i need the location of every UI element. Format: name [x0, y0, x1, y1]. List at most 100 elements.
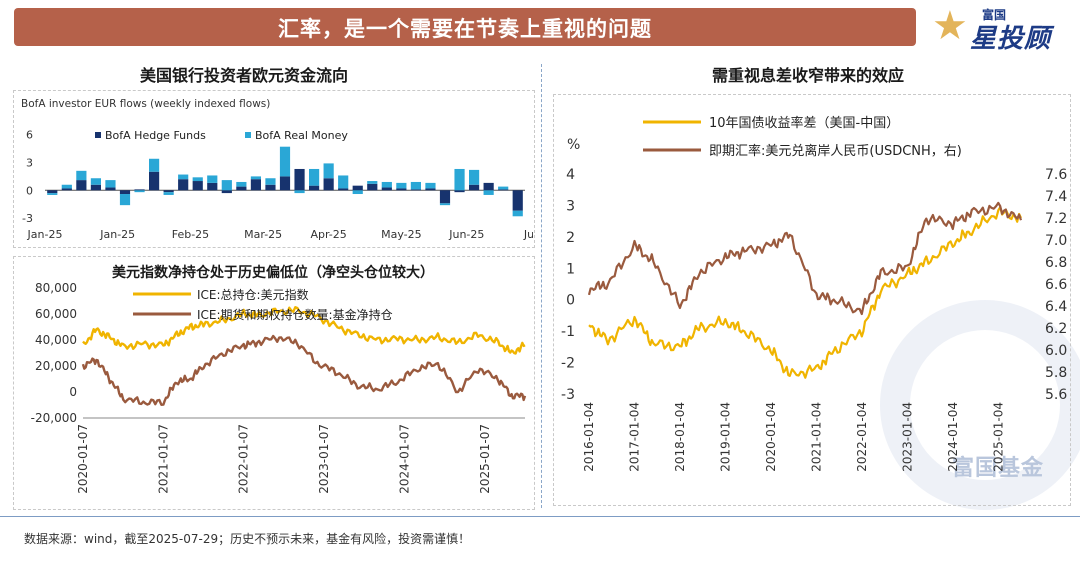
dxy-x-tick-label: 2021-01-07	[156, 424, 170, 494]
bofa-bar-real	[381, 181, 392, 188]
spread-y-left-tick: 4	[566, 167, 575, 183]
brand-logo: ★ 富国 星投顾	[930, 4, 1075, 54]
bofa-bar-real	[410, 181, 421, 190]
dxy-chart-title: 美元指数净持仓处于历史偏低位（净空头仓位较大）	[112, 264, 434, 281]
bofa-chart-box	[13, 90, 535, 248]
bofa-y-tick-label: -3	[22, 212, 33, 225]
spread-x-tick-label: 2016-01-04	[582, 402, 596, 472]
spread-x-tick-label: 2018-01-04	[673, 402, 687, 472]
dxy-legend-label: ICE:总持仓:美元指数	[197, 287, 309, 302]
bofa-bar-hedge	[279, 176, 291, 191]
spread-y-left-tick: -3	[561, 387, 575, 403]
dxy-legend-label: ICE:期货和期权持仓数量:基金净持仓	[197, 307, 393, 322]
spread-y-right-tick: 6.0	[1045, 343, 1067, 359]
bofa-legend-label: BofA Real Money	[255, 129, 348, 142]
title-banner: 汇率，是一个需要在节奏上重视的问题	[14, 8, 916, 46]
footer-divider	[0, 516, 1080, 517]
bofa-bar-real	[323, 163, 334, 179]
spread-y-right-tick: 6.4	[1045, 299, 1067, 315]
bofa-legend-swatch	[245, 132, 251, 138]
spread-y-label: %	[567, 137, 580, 153]
bofa-bar-real	[265, 178, 276, 185]
bofa-bar-hedge	[352, 185, 363, 191]
bofa-bar-hedge	[149, 171, 160, 191]
spread-x-tick-label: 2019-01-04	[718, 402, 732, 472]
spread-y-right-tick: 6.6	[1045, 277, 1067, 293]
spread-y-right-tick: 6.8	[1045, 255, 1067, 271]
dxy-y-tick-label: 20,000	[35, 359, 77, 373]
bofa-bar-hedge	[425, 188, 436, 191]
bofa-bar-real	[178, 174, 189, 180]
dxy-y-tick-label: 80,000	[35, 281, 77, 295]
bofa-bar-hedge	[76, 180, 87, 191]
bofa-bar-real	[454, 168, 465, 191]
bofa-bar-real	[47, 193, 58, 195]
bofa-bar-real	[309, 168, 320, 186]
spread-chart-box	[553, 94, 1071, 506]
spread-legend-label: 即期汇率:美元兑离岸人民币(USDCNH，右)	[709, 143, 962, 159]
spread-y-left-tick: -2	[561, 356, 575, 372]
dxy-y-tick-label: -20,000	[31, 411, 77, 425]
bofa-bar-hedge	[483, 182, 494, 191]
spread-y-right-tick: 5.8	[1045, 365, 1067, 381]
bofa-bar-real	[119, 194, 131, 206]
banner-title: 汇率，是一个需要在节奏上重视的问题	[278, 17, 652, 41]
bofa-bar-real	[425, 182, 436, 189]
bofa-bar-real	[338, 175, 349, 189]
dxy-positions-chart: 美元指数净持仓处于历史偏低位（净空头仓位较大） 80,000 60,000 40,00…	[31, 264, 527, 494]
bofa-bar-real	[294, 190, 305, 194]
bofa-x-tick-label: Jul-25	[523, 228, 533, 241]
spread-y-left-tick: -1	[561, 324, 575, 340]
bofa-bar-real	[367, 181, 378, 184]
spread-x-tick-label: 2017-01-04	[627, 402, 641, 472]
watermark: 富国基金	[952, 456, 1045, 481]
spread-chart: % 4 3 2 1 0 -1 -2 -3 7.6 7.4 7.2 7.0 6.8 6.6 6.4 6.2 6.0 5…	[561, 115, 1067, 472]
bofa-chart-title: BofA investor EUR flows (weekly indexed …	[21, 98, 270, 110]
bofa-bar-hedge	[367, 183, 378, 191]
dxy-x-tick-label: 2022-01-07	[237, 424, 251, 494]
spread-x-tick-label: 2024-01-04	[946, 402, 960, 472]
bofa-x-tick-label: Mar-25	[244, 228, 282, 241]
bofa-legend-swatch	[95, 132, 101, 138]
spread-y-left-tick: 3	[566, 198, 575, 214]
spread-x-tick-label: 2023-01-04	[900, 402, 914, 472]
spread-x-tick-label: 2021-01-04	[809, 402, 823, 472]
bofa-bar-hedge	[163, 190, 174, 193]
bofa-bar-hedge	[469, 184, 480, 191]
spread-x-tick-label: 2022-01-04	[855, 402, 869, 472]
spread-series-line	[587, 201, 1023, 316]
spread-legend-label: 10年国债收益率差（美国-中国）	[709, 115, 899, 131]
bofa-bar-hedge	[47, 190, 58, 194]
bofa-x-tick-label: Jun-25	[448, 228, 484, 241]
bofa-bar-real	[396, 182, 407, 189]
logo-small-text: 富国	[982, 8, 1007, 22]
bofa-bar-hedge	[410, 189, 421, 191]
bofa-bar-hedge	[381, 187, 392, 191]
bofa-bar-hedge	[207, 182, 218, 191]
bofa-bar-real	[498, 186, 509, 190]
bofa-bar-hedge	[236, 186, 247, 191]
bofa-bar-hedge	[338, 188, 349, 191]
spread-y-left-tick: 0	[566, 293, 575, 309]
spread-y-right-tick: 7.6	[1045, 167, 1067, 183]
bofa-bar-hedge	[134, 189, 145, 191]
bofa-bar-real	[512, 210, 523, 217]
bofa-x-tick-label: Apr-25	[310, 228, 346, 241]
bofa-flows-chart: BofA investor EUR flows (weekly indexed …	[21, 98, 533, 241]
bofa-x-tick-label: May-25	[381, 228, 422, 241]
bofa-bar-hedge	[309, 185, 320, 191]
bofa-bar-hedge	[61, 188, 72, 191]
spread-y-right-tick: 6.2	[1045, 321, 1067, 337]
dxy-series-line	[81, 334, 527, 406]
logo-big-text: 星投顾	[970, 24, 1052, 54]
footer-source: 数据来源：wind，截至2025-07-29；历史不预示未来，基金有风险，投资需…	[24, 532, 471, 546]
bofa-x-tick-label: Jan-25	[27, 228, 63, 241]
bofa-x-tick-label: Jan-25	[99, 228, 135, 241]
bofa-bar-real	[76, 170, 87, 181]
dxy-x-tick-label: 2024-01-07	[397, 424, 411, 494]
bofa-bar-hedge	[250, 179, 261, 191]
bofa-bar-hedge	[439, 190, 451, 204]
bofa-bar-hedge	[454, 190, 465, 193]
vertical-divider	[541, 64, 542, 508]
bofa-bar-real	[61, 184, 72, 189]
